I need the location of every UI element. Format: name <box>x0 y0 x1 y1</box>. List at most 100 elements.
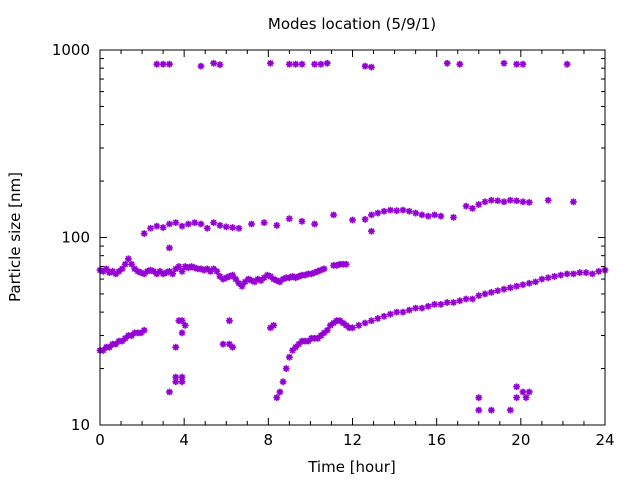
data-point <box>289 273 296 280</box>
data-point <box>232 275 240 283</box>
data-point <box>506 196 514 204</box>
data-point <box>207 267 214 275</box>
data-point <box>292 60 300 68</box>
data-point <box>140 326 148 334</box>
data-point <box>140 230 148 237</box>
data-point <box>349 216 356 224</box>
data-point <box>487 406 495 414</box>
data-point <box>166 388 173 396</box>
data-point <box>188 263 195 270</box>
data-point <box>172 373 180 381</box>
data-point <box>513 60 521 68</box>
data-point <box>260 274 268 282</box>
data-point <box>251 278 259 286</box>
data-point <box>469 295 476 303</box>
data-point <box>203 224 211 232</box>
data-point <box>159 270 167 278</box>
data-point <box>267 59 274 67</box>
y-tick-label: 10 <box>71 416 90 434</box>
data-point <box>570 198 577 206</box>
data-point <box>513 282 521 290</box>
data-point <box>487 288 495 296</box>
data-point <box>172 265 180 273</box>
data-point <box>270 275 277 283</box>
data-point <box>128 260 135 268</box>
data-point <box>525 279 533 287</box>
data-point <box>203 265 211 273</box>
data-point <box>191 264 199 272</box>
data-point <box>210 219 218 227</box>
data-point <box>380 312 388 320</box>
data-point <box>519 60 527 68</box>
data-point <box>525 388 533 396</box>
data-point <box>118 265 126 273</box>
data-point <box>368 63 375 71</box>
data-point <box>544 196 552 204</box>
data-point <box>393 207 401 215</box>
data-point <box>342 321 350 329</box>
data-point <box>298 60 306 68</box>
data-point <box>267 324 274 332</box>
data-point <box>285 60 293 68</box>
data-point <box>219 275 227 283</box>
data-point <box>153 222 161 230</box>
x-tick-label: 4 <box>179 431 189 449</box>
data-point <box>336 317 344 325</box>
data-point <box>475 201 483 208</box>
data-point <box>513 394 521 402</box>
data-point <box>386 206 394 214</box>
data-point <box>102 265 110 273</box>
data-point <box>323 326 331 334</box>
data-point <box>506 284 514 292</box>
data-point <box>412 209 420 217</box>
data-point <box>178 267 186 275</box>
data-point <box>276 388 284 396</box>
data-point <box>393 308 401 316</box>
data-point <box>159 224 167 231</box>
data-point <box>361 215 369 223</box>
data-point <box>216 222 224 229</box>
data-point <box>112 270 120 278</box>
data-point <box>374 315 382 322</box>
data-point <box>112 340 120 348</box>
x-tick-label: 20 <box>511 431 530 449</box>
data-point <box>226 273 233 280</box>
data-point <box>143 267 151 275</box>
data-point <box>368 211 375 219</box>
data-point <box>450 213 457 221</box>
data-point <box>330 211 337 219</box>
data-point <box>106 343 113 351</box>
data-point <box>342 260 350 268</box>
data-point <box>475 406 483 414</box>
data-point <box>178 378 186 386</box>
data-point <box>424 212 432 220</box>
data-point <box>175 263 183 270</box>
chart-title: Modes location (5/9/1) <box>268 15 436 33</box>
data-point <box>317 60 325 68</box>
data-point <box>222 274 230 282</box>
data-point <box>320 265 328 273</box>
data-point <box>128 332 135 339</box>
data-point <box>279 378 287 386</box>
x-axis-label: Time [hour] <box>307 458 396 476</box>
data-point <box>292 343 300 351</box>
data-point <box>197 62 205 70</box>
data-point <box>563 270 571 278</box>
data-point <box>314 334 322 342</box>
data-point <box>200 266 208 274</box>
x-tick-label: 16 <box>427 431 446 449</box>
data-point <box>570 270 577 278</box>
data-point <box>172 343 180 351</box>
data-point <box>538 275 546 283</box>
data-point <box>241 278 249 286</box>
data-point <box>405 306 413 314</box>
data-point <box>184 220 192 228</box>
data-point <box>285 353 293 361</box>
data-point <box>276 278 284 286</box>
data-point <box>487 196 495 204</box>
data-point <box>368 227 375 235</box>
data-point <box>431 300 438 308</box>
data-point <box>314 267 322 275</box>
data-point <box>327 321 334 329</box>
